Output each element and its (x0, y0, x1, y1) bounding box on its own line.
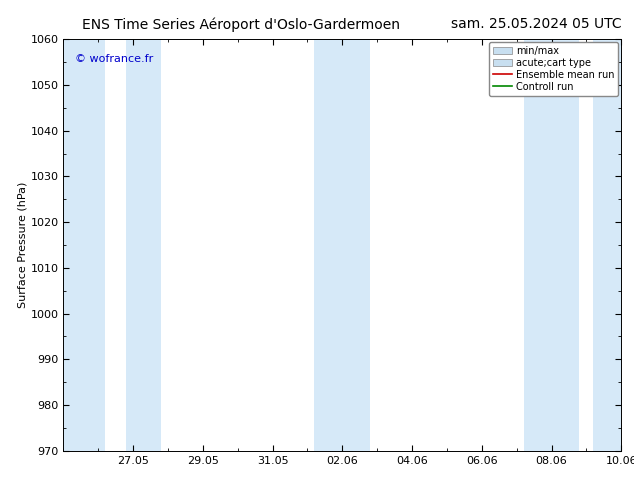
Legend: min/max, acute;cart type, Ensemble mean run, Controll run: min/max, acute;cart type, Ensemble mean … (489, 42, 618, 96)
Bar (593, 39, 621, 451)
Text: © wofrance.fr: © wofrance.fr (75, 53, 153, 64)
Text: sam. 25.05.2024 05 UTC: sam. 25.05.2024 05 UTC (451, 17, 621, 31)
Y-axis label: Surface Pressure (hPa): Surface Pressure (hPa) (18, 182, 28, 308)
Bar (126, 39, 161, 451)
Bar (524, 39, 579, 451)
Bar (314, 39, 370, 451)
Text: ENS Time Series Aéroport d'Oslo-Gardermoen: ENS Time Series Aéroport d'Oslo-Gardermo… (82, 17, 400, 32)
Bar (63, 39, 105, 451)
